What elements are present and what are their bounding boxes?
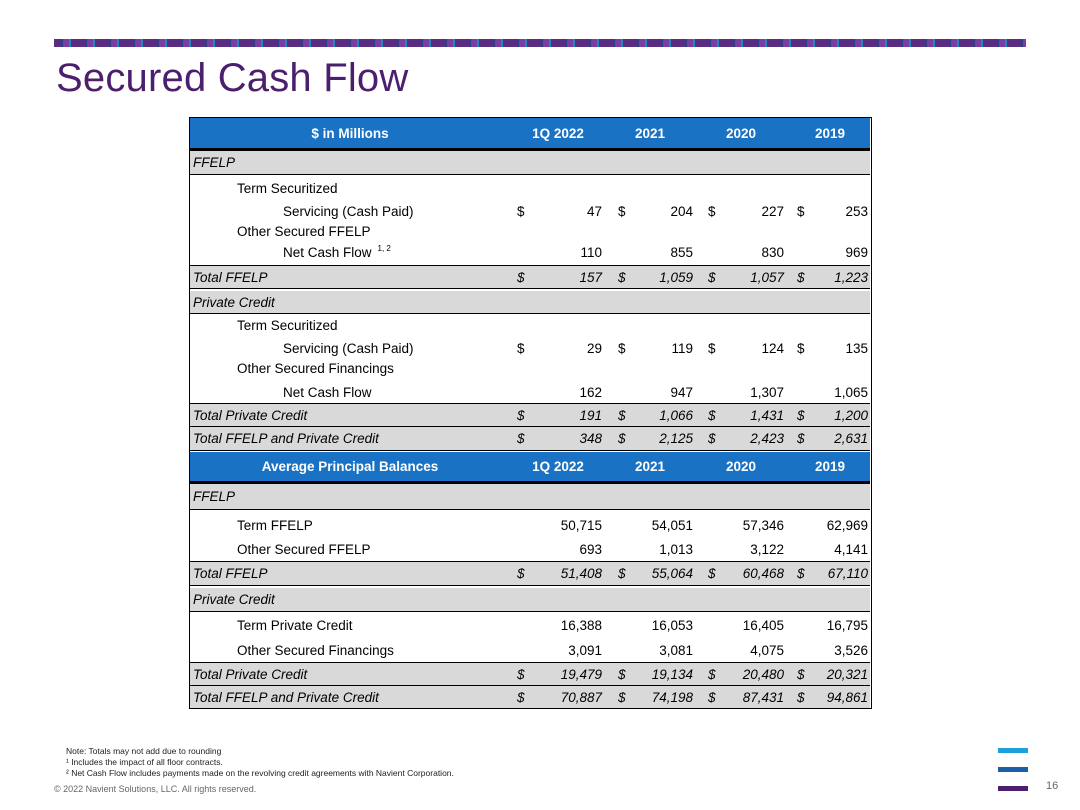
table1-col-2021: 2021: [634, 125, 666, 141]
table1-col-1q2022: 1Q 2022: [532, 125, 584, 141]
row-total-private-credit: Total Private Credit $ 191 $ 1,066 $ 1,4…: [190, 403, 870, 427]
table2-col-2020: 2020: [725, 459, 757, 474]
row-total-ffelp-and-private-balances: Total FFELP and Private Credit $ 70,887 …: [190, 686, 870, 708]
section-private-credit-balances: Private Credit: [190, 588, 870, 612]
row-total-ffelp-balances: Total FFELP $ 51,408 $ 55,064 $ 60,468 $…: [190, 561, 870, 586]
table2-header-row: Average Principal Balances 1Q 2022 2021 …: [190, 452, 870, 484]
note-rounding: Note: Totals may not add due to rounding: [66, 746, 222, 756]
row-term-securitized: Term Securitized: [237, 181, 338, 196]
footnote-2: ² Net Cash Flow includes payments made o…: [66, 768, 454, 778]
table1-header-row: $ in Millions 1Q 2022 2021 2020 2019: [190, 118, 870, 151]
row-net-cash-flow-private: Net Cash Flow 162 947 1,307 1,065: [283, 384, 868, 400]
row-servicing: Servicing (Cash Paid) $ 47 $ 204 $ 227 $…: [283, 203, 868, 219]
section-ffelp: FFELP: [190, 151, 870, 175]
row-total-ffelp-and-private: Total FFELP and Private Credit $ 348 $ 2…: [190, 427, 870, 451]
row-servicing-private: Servicing (Cash Paid) $ 29 $ 119 $ 124 $…: [283, 340, 868, 356]
footnote-1: ¹ Includes the impact of all floor contr…: [66, 757, 223, 767]
footnote-ref: 1, 2: [377, 243, 391, 253]
row-other-secured-financings: Other Secured Financings: [237, 360, 394, 376]
row-term-private-credit: Term Private Credit 16,388 16,053 16,405…: [237, 617, 868, 633]
table1-header-label: $ in Millions: [311, 125, 389, 141]
section-ffelp-balances: FFELP: [190, 484, 870, 510]
row-net-cash-flow: Net Cash Flow 1, 2 110 855 830 969: [283, 243, 868, 260]
copyright: © 2022 Navient Solutions, LLC. All right…: [54, 784, 257, 794]
row-term-securitized-private: Term Securitized: [237, 317, 338, 333]
section-private-credit: Private Credit: [190, 291, 870, 314]
table2-col-1q2022: 1Q 2022: [532, 459, 584, 474]
row-other-secured-financings-balances: Other Secured Financings 3,091 3,081 4,0…: [237, 642, 868, 658]
logo-bar-mid: [998, 767, 1028, 772]
row-total-ffelp: Total FFELP $ 157 $ 1,059 $ 1,057 $ 1,22…: [190, 265, 870, 289]
row-other-secured-ffelp-balances: Other Secured FFELP 693 1,013 3,122 4,14…: [237, 541, 868, 557]
row-other-secured-ffelp: Other Secured FFELP: [237, 223, 371, 239]
cash-flow-table: $ in Millions 1Q 2022 2021 2020 2019 FFE…: [189, 117, 872, 709]
table2-col-2019: 2019: [814, 459, 846, 474]
top-decorative-bar: [54, 39, 1026, 47]
logo-bar-light: [998, 748, 1028, 753]
table1-col-2019: 2019: [814, 125, 846, 141]
table1-col-2020: 2020: [725, 125, 757, 141]
table2-col-2021: 2021: [634, 459, 666, 474]
page-number: 16: [1046, 780, 1059, 792]
logo-bar-dark: [998, 786, 1028, 791]
row-term-ffelp: Term FFELP 50,715 54,051 57,346 62,969: [237, 517, 868, 533]
row-total-private-credit-balances: Total Private Credit $ 19,479 $ 19,134 $…: [190, 662, 870, 686]
table2-header-label: Average Principal Balances: [261, 459, 439, 474]
page-title: Secured Cash Flow: [56, 56, 409, 100]
